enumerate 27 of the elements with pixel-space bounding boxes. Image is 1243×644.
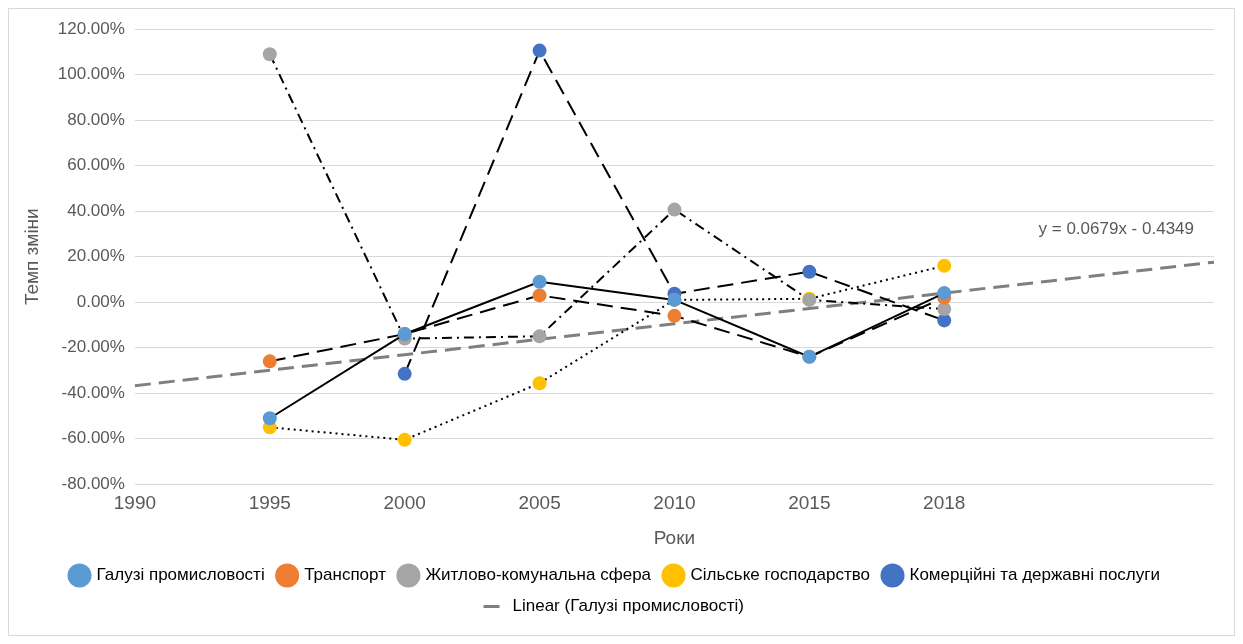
legend-label: Linear (Галузі промисловості) [512, 596, 744, 616]
y-tick-label: 60.00% [67, 155, 125, 175]
legend-label: Житлово-комунальна сфера [425, 565, 652, 585]
y-tick-label: 120.00% [57, 18, 125, 38]
y-tick-label: -60.00% [61, 428, 125, 448]
y-tick-label: -40.00% [61, 382, 125, 402]
y-tick-label: -80.00% [61, 473, 125, 493]
legend-label: Галузі промисловості [96, 565, 265, 585]
x-tick-label: 2000 [383, 491, 426, 513]
x-axis-title: Роки [653, 527, 696, 549]
x-tick-label: 2015 [788, 491, 831, 513]
legend-label: Комерційні та державні послуги [909, 565, 1160, 585]
y-tick-label: 40.00% [67, 200, 125, 220]
y-tick-label: -20.00% [61, 337, 125, 357]
y-tick-label: 100.00% [57, 64, 125, 84]
x-tick-label: 2018 [923, 491, 966, 513]
y-tick-label: 20.00% [67, 246, 125, 266]
legend-label: Транспорт [304, 565, 387, 585]
legend-label: Сільське господарство [690, 565, 871, 585]
x-tick-label: 2005 [518, 491, 561, 513]
x-tick-label: 1990 [113, 491, 157, 513]
annotation: y = 0.0679x - 0.4349 [1038, 219, 1194, 239]
y-tick-label: 0.00% [76, 291, 125, 311]
y-axis-title: Темп зміни [20, 208, 42, 306]
x-tick-label: 2010 [653, 491, 696, 513]
x-tick-label: 1995 [248, 491, 291, 513]
y-tick-label: 80.00% [67, 109, 125, 129]
